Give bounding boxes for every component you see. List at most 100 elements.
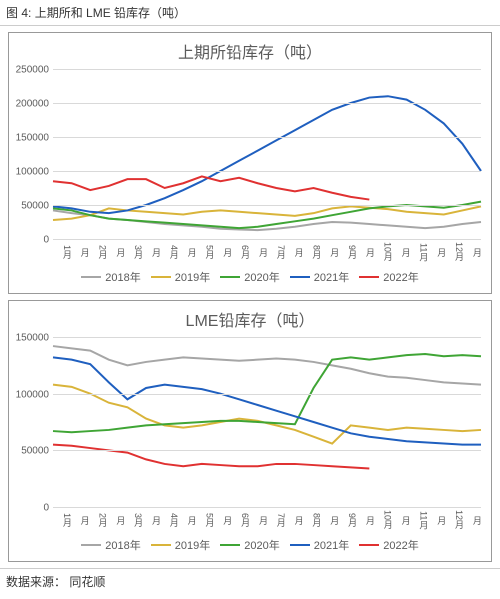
y-tick-label: 200000	[16, 99, 53, 110]
x-tick-label: 6月	[231, 509, 249, 531]
y-tick-label: 0	[43, 235, 53, 246]
chart1-xaxis: 1月月2月月3月月4月月5月月6月月7月月8月月9月月10月月11月月12月月	[53, 241, 481, 263]
y-tick-label: 250000	[16, 65, 53, 76]
legend-label: 2021年	[314, 537, 349, 553]
x-tick-label: 7月	[267, 509, 285, 531]
x-tick-label: 月	[320, 241, 338, 263]
series-2022	[53, 445, 369, 469]
legend-swatch	[359, 544, 379, 547]
legend-item-2018: 2018年	[81, 269, 140, 285]
x-tick-label: 10月	[374, 509, 392, 531]
legend-swatch	[151, 544, 171, 547]
figure-footer-source: 同花顺	[69, 575, 105, 589]
legend-swatch	[359, 276, 379, 279]
x-tick-label: 月	[249, 241, 267, 263]
x-tick-label: 月	[249, 509, 267, 531]
x-tick-label: 4月	[160, 241, 178, 263]
chart-panel-lme: LME铅库存（吨） 050000100000150000 1月月2月月3月月4月…	[8, 300, 492, 562]
legend-item-2021: 2021年	[290, 537, 349, 553]
x-tick-label: 月	[71, 241, 89, 263]
x-tick-label: 月	[392, 509, 410, 531]
gridline: 100000	[53, 394, 481, 395]
x-tick-label: 2月	[89, 241, 107, 263]
legend-item-2018: 2018年	[81, 537, 140, 553]
y-tick-label: 50000	[21, 201, 53, 212]
chart1-legend: 2018年 2019年 2020年 2021年 2022年	[9, 263, 491, 293]
chart2-legend: 2018年2019年2020年2021年2022年	[9, 531, 491, 561]
x-tick-label: 月	[106, 241, 124, 263]
x-tick-label: 月	[463, 509, 481, 531]
figure-header: 图 4: 上期所和 LME 铅库存（吨）	[0, 0, 500, 26]
legend-label: 2019年	[175, 269, 210, 285]
chart2-xaxis: 1月月2月月3月月4月月5月月6月月7月月8月月9月月10月月11月月12月月	[53, 509, 481, 531]
x-tick-label: 7月	[267, 241, 285, 263]
x-tick-label: 月	[392, 241, 410, 263]
legend-item-2020: 2020年	[220, 269, 279, 285]
legend-label: 2021年	[314, 269, 349, 285]
legend-swatch	[220, 276, 240, 279]
chart1-title: 上期所铅库存（吨）	[9, 33, 491, 65]
x-tick-label: 2月	[89, 509, 107, 531]
y-tick-label: 50000	[21, 446, 53, 457]
x-tick-label: 月	[463, 241, 481, 263]
gridline: 100000	[53, 171, 481, 172]
legend-item-2019: 2019年	[151, 269, 210, 285]
legend-swatch	[290, 276, 310, 279]
x-tick-label: 5月	[196, 241, 214, 263]
x-tick-label: 12月	[445, 241, 463, 263]
legend-item-2022: 2022年	[359, 537, 418, 553]
x-tick-label: 月	[285, 509, 303, 531]
legend-swatch	[220, 544, 240, 547]
y-tick-label: 150000	[16, 133, 53, 144]
x-tick-label: 月	[178, 509, 196, 531]
x-tick-label: 5月	[196, 509, 214, 531]
x-tick-label: 9月	[338, 241, 356, 263]
legend-label: 2022年	[383, 537, 418, 553]
chart1-plot: 050000100000150000200000250000	[53, 69, 481, 239]
legend-swatch	[81, 276, 101, 279]
x-tick-label: 9月	[338, 509, 356, 531]
gridline: 50000	[53, 205, 481, 206]
legend-label: 2018年	[105, 269, 140, 285]
figure-footer: 数据来源： 同花顺	[0, 568, 500, 594]
legend-label: 2022年	[383, 269, 418, 285]
gridline: 50000	[53, 450, 481, 451]
x-tick-label: 月	[213, 509, 231, 531]
legend-item-2021: 2021年	[290, 269, 349, 285]
y-tick-label: 100000	[16, 167, 53, 178]
series-2019	[53, 206, 481, 220]
legend-label: 2020年	[244, 269, 279, 285]
chart-panel-shfe: 上期所铅库存（吨） 0 50000 100000 150000 200000 250000…	[8, 32, 492, 294]
x-tick-label: 月	[142, 241, 160, 263]
series-2021	[53, 357, 481, 444]
x-tick-label: 8月	[303, 241, 321, 263]
legend-item-2019: 2019年	[151, 537, 210, 553]
legend-label: 2018年	[105, 537, 140, 553]
series-2021	[53, 96, 481, 213]
y-tick-label: 100000	[16, 389, 53, 400]
x-tick-label: 3月	[124, 509, 142, 531]
x-tick-label: 月	[106, 509, 124, 531]
x-tick-label: 11月	[410, 509, 428, 531]
legend-item-2022: 2022年	[359, 269, 418, 285]
y-tick-label: 0	[43, 503, 53, 514]
x-tick-label: 月	[213, 241, 231, 263]
gridline: 150000	[53, 137, 481, 138]
x-tick-label: 月	[427, 509, 445, 531]
x-tick-label: 1月	[53, 241, 71, 263]
figure-header-label: 图 4:	[6, 6, 31, 20]
x-tick-label: 10月	[374, 241, 392, 263]
x-tick-label: 3月	[124, 241, 142, 263]
x-tick-label: 月	[356, 509, 374, 531]
chart2-plot: 050000100000150000	[53, 337, 481, 507]
figure-header-title: 上期所和 LME 铅库存（吨）	[35, 6, 186, 20]
x-tick-label: 月	[427, 241, 445, 263]
gridline: 150000	[53, 337, 481, 338]
x-tick-label: 8月	[303, 509, 321, 531]
y-tick-label: 150000	[16, 333, 53, 344]
x-tick-label: 6月	[231, 241, 249, 263]
gridline: 250000	[53, 69, 481, 70]
series-2018	[53, 346, 481, 385]
x-tick-label: 1月	[53, 509, 71, 531]
series-2022	[53, 176, 369, 199]
